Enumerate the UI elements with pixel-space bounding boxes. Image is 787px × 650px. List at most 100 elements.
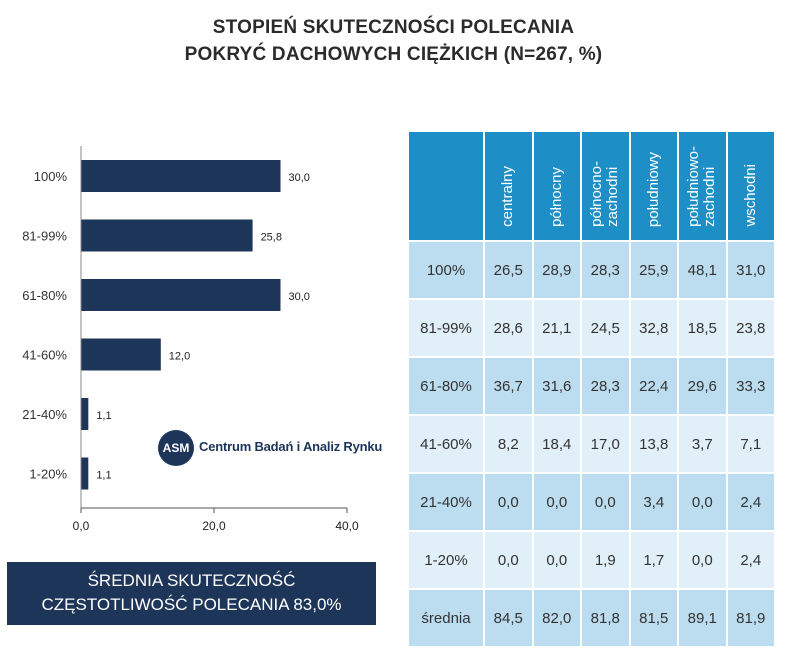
table-corner-cell (407, 130, 485, 242)
table-cell: 26,5 (483, 240, 534, 300)
title-line-1: STOPIEŃ SKUTECZNOŚCI POLECANIA (212, 17, 575, 38)
asm-logo: ASM Centrum Badań i Analiz Rynku (158, 428, 398, 468)
row-label: 41-60% (407, 414, 485, 474)
table-row: 100% 26,5 28,9 28,3 25,9 48,1 31,0 (407, 240, 776, 300)
category-label-3: 41-60% (22, 348, 67, 363)
row-label: średnia (407, 588, 485, 648)
bar-1 (81, 219, 253, 252)
column-header-label-0: centralny (499, 166, 517, 227)
table-cell: 2,4 (725, 472, 776, 532)
category-label-2: 61-80% (22, 288, 67, 303)
bar-2 (81, 279, 281, 311)
table-cell: 3,7 (677, 414, 728, 474)
table-cell: 82,0 (531, 588, 582, 648)
column-header-1: północny (531, 130, 582, 242)
column-header-label-3: południowy (644, 151, 662, 227)
value-label-5: 1,1 (96, 470, 111, 482)
table-cell: 81,5 (628, 588, 679, 648)
value-label-3: 12,0 (169, 351, 190, 363)
column-header-label-4: południowo- zachodni (685, 146, 719, 227)
summary-box: ŚREDNIA SKUTECZNOŚĆ CZĘSTOTLIWOŚĆ POLECA… (7, 562, 376, 625)
table-cell: 32,8 (628, 298, 679, 358)
value-label-4: 1,1 (96, 410, 111, 422)
bar-4 (81, 398, 89, 430)
table-cell: 31,0 (725, 240, 776, 300)
x-tick-label-0: 0,0 (73, 519, 90, 533)
column-header-2: północno- zachodni (580, 130, 631, 242)
table-row: 61-80% 36,7 31,6 28,3 22,4 29,6 33,3 (407, 356, 776, 416)
column-header-4: południowo- zachodni (677, 130, 728, 242)
asm-logo-text: Centrum Badań i Analiz Rynku (199, 439, 383, 454)
table-cell: 48,1 (677, 240, 728, 300)
table-cell: 28,9 (531, 240, 582, 300)
row-label: 100% (407, 240, 485, 300)
column-header-3: południowy (628, 130, 679, 242)
table-cell: 7,1 (725, 414, 776, 474)
table-cell: 81,9 (725, 588, 776, 648)
x-tick-label-1: 20,0 (202, 519, 226, 533)
table-header-row: centralny północny północno- zachodni połud… (407, 130, 776, 242)
bar-3 (81, 338, 161, 371)
table-cell: 1,9 (580, 530, 631, 590)
table-cell: 33,3 (725, 356, 776, 416)
table-cell: 23,8 (725, 298, 776, 358)
table-cell: 0,0 (483, 472, 534, 532)
column-header-label-1: północny (547, 166, 565, 227)
table-row: średnia 84,5 82,0 81,8 81,5 89,1 81,9 (407, 588, 776, 648)
column-header-5: wschodni (725, 130, 776, 242)
table-cell: 25,9 (628, 240, 679, 300)
category-label-5: 1-20% (29, 467, 67, 482)
asm-logo-mark: ASM (158, 430, 194, 466)
column-header-label-2: północno- zachodni (588, 161, 622, 227)
chart-title: STOPIEŃ SKUTECZNOŚCI POLECANIA POKRYĆ DA… (0, 14, 787, 68)
value-label-0: 30,0 (289, 172, 310, 184)
table-cell: 29,6 (677, 356, 728, 416)
column-header-label-5: wschodni (741, 164, 759, 227)
table-cell: 0,0 (531, 472, 582, 532)
category-label-1: 81-99% (22, 229, 67, 244)
table-cell: 31,6 (531, 356, 582, 416)
bar-chart: 100% 30,0 81-99% 25,8 61-80% 30,0 41-60% 12,0 21… (22, 146, 359, 533)
x-tick-label-2: 40,0 (335, 519, 359, 533)
table-cell: 81,8 (580, 588, 631, 648)
table-row: 21-40% 0,0 0,0 0,0 3,4 0,0 2,4 (407, 472, 776, 532)
table-cell: 89,1 (677, 588, 728, 648)
bar-5 (81, 457, 89, 490)
table-cell: 0,0 (483, 530, 534, 590)
table-cell: 8,2 (483, 414, 534, 474)
value-label-2: 30,0 (289, 291, 310, 303)
table-cell: 22,4 (628, 356, 679, 416)
table-cell: 13,8 (628, 414, 679, 474)
category-label-0: 100% (34, 169, 68, 184)
row-label: 81-99% (407, 298, 485, 358)
table-cell: 1,7 (628, 530, 679, 590)
table-cell: 36,7 (483, 356, 534, 416)
bar-0 (81, 160, 281, 192)
table-cell: 2,4 (725, 530, 776, 590)
summary-line-1: ŚREDNIA SKUTECZNOŚĆ (87, 571, 296, 590)
title-line-2: POKRYĆ DACHOWYCH CIĘŻKICH (N=267, %) (184, 44, 603, 65)
table-cell: 18,4 (531, 414, 582, 474)
row-label: 21-40% (407, 472, 485, 532)
table-row: 41-60% 8,2 18,4 17,0 13,8 3,7 7,1 (407, 414, 776, 474)
table-cell: 17,0 (580, 414, 631, 474)
table-cell: 3,4 (628, 472, 679, 532)
table-cell: 84,5 (483, 588, 534, 648)
row-label: 1-20% (407, 530, 485, 590)
table-cell: 18,5 (677, 298, 728, 358)
table-cell: 28,3 (580, 356, 631, 416)
table-cell: 21,1 (531, 298, 582, 358)
table-cell: 28,6 (483, 298, 534, 358)
table-cell: 24,5 (580, 298, 631, 358)
region-table: centralny północny północno- zachodni połud… (407, 130, 776, 648)
table-cell: 0,0 (677, 472, 728, 532)
category-label-4: 21-40% (22, 407, 67, 422)
table-row: 1-20% 0,0 0,0 1,9 1,7 0,0 2,4 (407, 530, 776, 590)
table-cell: 0,0 (531, 530, 582, 590)
table-cell: 0,0 (677, 530, 728, 590)
table-row: 81-99% 28,6 21,1 24,5 32,8 18,5 23,8 (407, 298, 776, 358)
table-cell: 28,3 (580, 240, 631, 300)
column-header-0: centralny (483, 130, 534, 242)
row-label: 61-80% (407, 356, 485, 416)
table-cell: 0,0 (580, 472, 631, 532)
